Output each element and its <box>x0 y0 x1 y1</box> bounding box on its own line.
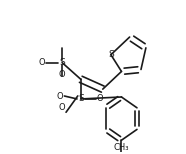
Text: S: S <box>109 50 115 59</box>
Text: S: S <box>78 94 84 103</box>
Text: O: O <box>97 94 103 103</box>
Text: O: O <box>59 70 65 79</box>
Text: S: S <box>59 58 65 67</box>
Text: O: O <box>56 91 63 101</box>
Text: O: O <box>59 103 66 112</box>
Text: CH₃: CH₃ <box>114 143 129 152</box>
Text: O: O <box>38 58 45 67</box>
